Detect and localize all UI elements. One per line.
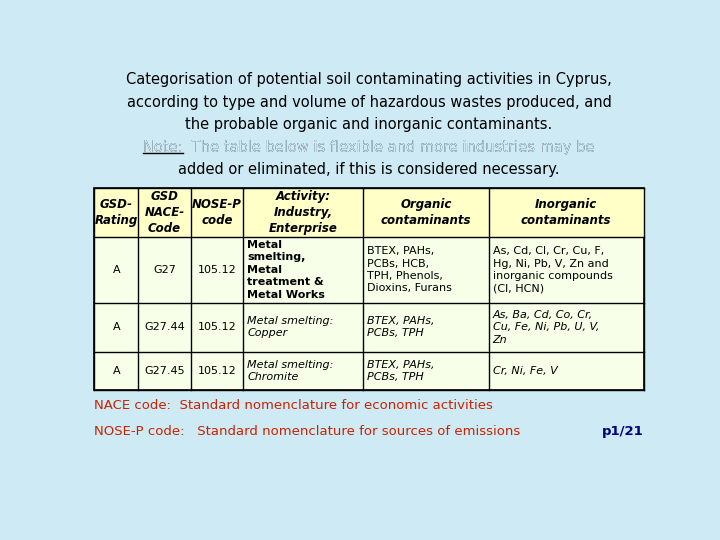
Text: Note:  The table below is flexible and more industries may be: Note: The table below is flexible and mo… bbox=[143, 140, 595, 154]
Text: Metal smelting:
Copper: Metal smelting: Copper bbox=[248, 316, 333, 339]
Text: G27: G27 bbox=[153, 265, 176, 275]
Text: p1/21: p1/21 bbox=[602, 425, 644, 438]
Text: 105.12: 105.12 bbox=[198, 366, 236, 376]
Text: G27.45: G27.45 bbox=[144, 366, 185, 376]
Text: 105.12: 105.12 bbox=[198, 322, 236, 332]
Text: Metal smelting:
Chromite: Metal smelting: Chromite bbox=[248, 360, 333, 382]
Text: BTEX, PAHs,
PCBs, TPH: BTEX, PAHs, PCBs, TPH bbox=[367, 360, 435, 382]
Text: As, Ba, Cd, Co, Cr,
Cu, Fe, Ni, Pb, U, V,
Zn: As, Ba, Cd, Co, Cr, Cu, Fe, Ni, Pb, U, V… bbox=[492, 310, 599, 345]
Text: Categorisation of potential soil contaminating activities in Cyprus,: Categorisation of potential soil contami… bbox=[126, 72, 612, 87]
Text: GSD
NACE-
Code: GSD NACE- Code bbox=[145, 190, 184, 235]
Text: BTEX, PAHs,
PCBs, TPH: BTEX, PAHs, PCBs, TPH bbox=[367, 316, 435, 339]
Text: Note:  The table below is flexible and more industries may be: Note: The table below is flexible and mo… bbox=[143, 140, 595, 154]
Text: Note:: Note: bbox=[90, 481, 130, 496]
Text: NOSE-P
code: NOSE-P code bbox=[192, 198, 242, 227]
Text: GSD-
Rating: GSD- Rating bbox=[95, 198, 138, 227]
Text: according to type and volume of hazardous wastes produced, and: according to type and volume of hazardou… bbox=[127, 94, 611, 110]
Text: G27.44: G27.44 bbox=[144, 322, 185, 332]
Text: NACE code:  Standard nomenclature for economic activities: NACE code: Standard nomenclature for eco… bbox=[94, 399, 493, 412]
Text: Activity:
Industry,
Enterprise: Activity: Industry, Enterprise bbox=[269, 190, 338, 235]
Text: Cr, Ni, Fe, V: Cr, Ni, Fe, V bbox=[492, 366, 557, 376]
Text: Metal
smelting,
Metal
treatment &
Metal Works: Metal smelting, Metal treatment & Metal … bbox=[248, 240, 325, 300]
Bar bbox=[94, 188, 644, 237]
Text: As, Cd, Cl, Cr, Cu, F,
Hg, Ni, Pb, V, Zn and
inorganic compounds
(Cl, HCN): As, Cd, Cl, Cr, Cu, F, Hg, Ni, Pb, V, Zn… bbox=[492, 246, 613, 293]
Text: added or eliminated, if this is considered necessary.: added or eliminated, if this is consider… bbox=[179, 162, 559, 177]
Text: 105.12: 105.12 bbox=[198, 265, 236, 275]
Text: Inorganic
contaminants: Inorganic contaminants bbox=[521, 198, 611, 227]
Text: A: A bbox=[112, 366, 120, 376]
Text: Organic
contaminants: Organic contaminants bbox=[381, 198, 471, 227]
Text: NOSE-P code:   Standard nomenclature for sources of emissions: NOSE-P code: Standard nomenclature for s… bbox=[94, 425, 521, 438]
Bar bbox=[94, 188, 644, 390]
Text: A: A bbox=[112, 322, 120, 332]
Text: the probable organic and inorganic contaminants.: the probable organic and inorganic conta… bbox=[185, 117, 553, 132]
Text: BTEX, PAHs,
PCBs, HCB,
TPH, Phenols,
Dioxins, Furans: BTEX, PAHs, PCBs, HCB, TPH, Phenols, Dio… bbox=[367, 246, 452, 293]
Text: A: A bbox=[112, 265, 120, 275]
